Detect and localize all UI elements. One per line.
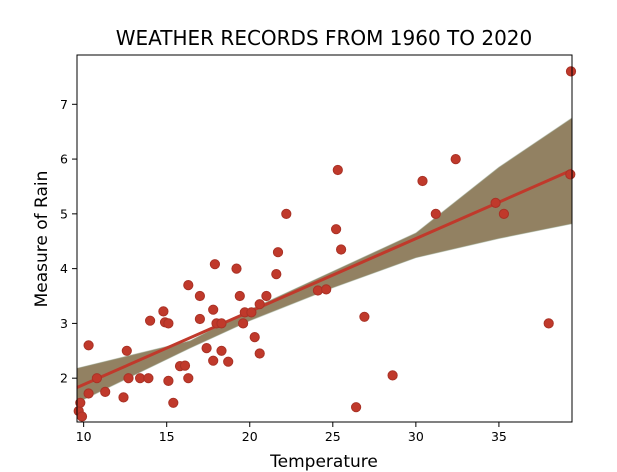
y-axis-label: Measure of Rain (32, 171, 52, 308)
data-point-13 (158, 306, 169, 317)
data-point-39 (254, 348, 265, 359)
data-point-59 (565, 66, 577, 77)
data-point-42 (272, 247, 284, 258)
y-tick-label-3: 3 (60, 316, 68, 331)
data-point-54 (450, 154, 461, 165)
data-point-11 (143, 373, 154, 384)
data-point-44 (312, 285, 323, 296)
data-point-19 (179, 360, 191, 371)
data-point-5 (91, 373, 103, 384)
data-point-20 (183, 373, 194, 384)
data-point-4 (83, 388, 94, 399)
data-point-33 (234, 290, 245, 302)
data-point-34 (238, 318, 249, 329)
data-point-29 (216, 318, 227, 329)
data-point-21 (183, 280, 194, 291)
regression-line (76, 168, 573, 389)
data-point-9 (123, 373, 134, 384)
data-point-45 (321, 284, 332, 295)
data-point-57 (543, 318, 554, 329)
data-point-46 (331, 224, 342, 235)
data-point-58 (565, 169, 576, 180)
data-point-37 (249, 332, 260, 343)
data-point-12 (145, 315, 156, 326)
y-axis-ticks: 2 3 4 5 6 7 (60, 97, 77, 386)
data-point-55 (490, 197, 501, 208)
data-point-51 (387, 370, 398, 381)
data-point-23 (194, 313, 205, 325)
data-point-27 (209, 259, 220, 270)
data-point-7 (118, 392, 129, 403)
data-point-50 (359, 311, 370, 322)
data-point-6 (100, 386, 111, 397)
y-tick-label-6: 6 (60, 152, 68, 167)
chart-title: WEATHER RECORDS FROM 1960 TO 2020 (116, 26, 533, 50)
x-tick-label-15: 15 (159, 429, 175, 444)
data-point-32 (231, 263, 242, 274)
data-point-43 (281, 208, 292, 219)
data-point-26 (208, 355, 219, 366)
y-tick-label-2: 2 (60, 371, 68, 386)
confidence-band (76, 117, 573, 404)
data-point-47 (332, 164, 343, 176)
data-point-1 (75, 397, 86, 408)
data-point-49 (351, 402, 362, 413)
data-point-38 (254, 299, 265, 310)
data-point-15 (163, 375, 174, 386)
data-point-24 (201, 343, 212, 354)
data-point-22 (194, 290, 205, 302)
y-tick-label-7: 7 (60, 97, 68, 112)
data-point-40 (261, 290, 272, 302)
plot-frame (76, 54, 573, 423)
data-point-53 (430, 208, 441, 219)
x-tick-label-25: 25 (325, 429, 341, 444)
y-tick-label-5: 5 (60, 206, 68, 221)
x-tick-label-20: 20 (242, 429, 258, 444)
x-axis-label: Temperature (269, 452, 378, 472)
data-point-52 (417, 175, 428, 187)
regression-line-segment (76, 168, 573, 389)
data-point-16 (163, 318, 174, 329)
x-tick-label-30: 30 (408, 429, 424, 444)
data-point-30 (216, 345, 227, 356)
data-point-41 (271, 269, 282, 280)
data-point-17 (168, 397, 179, 408)
data-point-2 (76, 411, 88, 422)
data-point-56 (498, 208, 509, 219)
data-point-8 (121, 345, 132, 356)
data-point-25 (208, 304, 219, 315)
confidence-band-area (76, 117, 573, 404)
x-tick-label-35: 35 (491, 429, 507, 444)
y-tick-label-4: 4 (60, 261, 68, 276)
x-axis-ticks: 10 15 20 25 30 35 (76, 422, 507, 444)
data-point-31 (223, 356, 234, 367)
data-point-3 (83, 340, 94, 351)
data-point-36 (246, 307, 257, 318)
data-point-48 (336, 244, 347, 255)
x-tick-label-10: 10 (76, 429, 92, 444)
data-points (73, 66, 577, 422)
